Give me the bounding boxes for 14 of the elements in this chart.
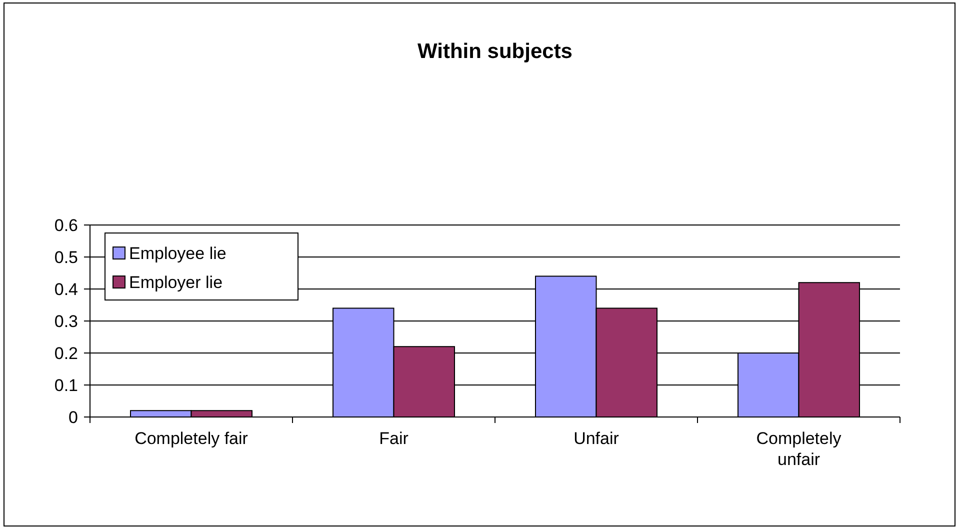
y-tick-label: 0.5: [54, 248, 78, 267]
legend-label: Employer lie: [129, 273, 223, 292]
x-tick-label: Unfair: [574, 429, 620, 448]
x-tick-label: Fair: [379, 429, 409, 448]
x-tick-label: Completely unfair: [756, 429, 842, 469]
legend-label: Employee lie: [129, 244, 226, 263]
chart-title: Within subjects: [418, 40, 572, 63]
y-tick-label: 0.4: [54, 280, 78, 299]
y-tick-label: 0.2: [54, 344, 78, 363]
x-tick-label: Completely fair: [134, 429, 248, 448]
y-tick-label: 0.3: [54, 312, 78, 331]
y-tick-label: 0.1: [54, 376, 78, 395]
y-tick-label: 0.6: [54, 216, 78, 235]
y-tick-label: 0: [68, 408, 78, 427]
